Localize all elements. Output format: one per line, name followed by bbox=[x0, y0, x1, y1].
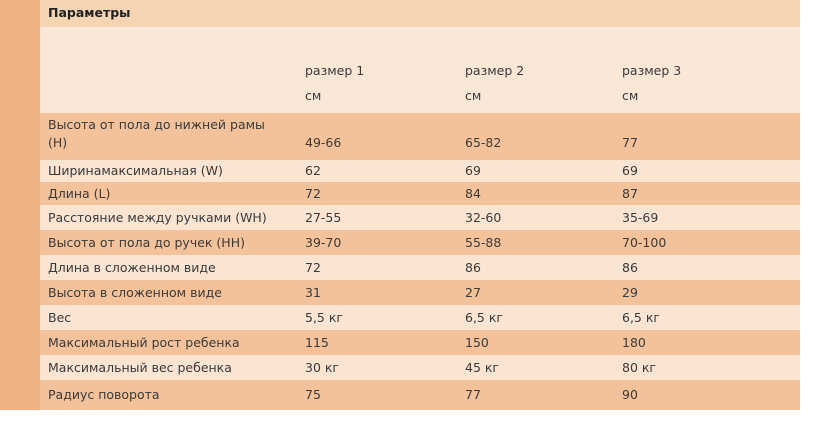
cell-value: 29 bbox=[622, 284, 638, 300]
cell-value: 32-60 bbox=[465, 209, 502, 225]
cell-value: 6,5 кг bbox=[465, 309, 503, 325]
row-band bbox=[40, 160, 800, 182]
side-strip bbox=[0, 0, 40, 410]
row-label: Радиус поворота bbox=[48, 387, 160, 402]
cell-value: 49-66 bbox=[305, 134, 342, 150]
row-label: Максимальный рост ребенка bbox=[48, 334, 240, 350]
cell-value: 35-69 bbox=[622, 209, 659, 225]
row-band bbox=[40, 280, 800, 305]
cell-value: 27-55 bbox=[305, 209, 342, 225]
row-band bbox=[40, 305, 800, 330]
row-band bbox=[40, 205, 800, 230]
cell-value: 69 bbox=[622, 163, 638, 178]
cell-value: 80 кг bbox=[622, 359, 656, 375]
header-band bbox=[40, 27, 800, 113]
row-label: Высота в сложенном виде bbox=[48, 284, 222, 300]
title-band bbox=[40, 0, 800, 27]
cell-value: 30 кг bbox=[305, 359, 339, 375]
column-header: размер 2 bbox=[465, 63, 525, 78]
cell-value: 90 bbox=[622, 387, 638, 402]
row-band bbox=[40, 330, 800, 355]
cell-value: 150 bbox=[465, 334, 489, 350]
cell-value: 77 bbox=[622, 134, 638, 150]
column-header: размер 1 bbox=[305, 63, 365, 78]
cell-value: 62 bbox=[305, 163, 321, 178]
row-label: Высота от пола до нижней рамы (H) bbox=[48, 117, 265, 150]
cell-value: 115 bbox=[305, 334, 329, 350]
row-band bbox=[40, 230, 800, 255]
cell-value: 31 bbox=[305, 284, 321, 300]
row-label: Длина в сложенном виде bbox=[48, 259, 216, 275]
row-band bbox=[40, 380, 800, 410]
cell-value: 45 кг bbox=[465, 359, 499, 375]
column-unit: см bbox=[305, 88, 322, 103]
cell-value: 5,5 кг bbox=[305, 309, 343, 325]
cell-value: 72 bbox=[305, 259, 321, 275]
cell-value: 87 bbox=[622, 185, 638, 201]
cell-value: 65-82 bbox=[465, 134, 502, 150]
row-label: Высота от пола до ручек (HH) bbox=[48, 234, 245, 250]
table-title: Параметры bbox=[48, 5, 131, 20]
table: Параметры размер 1 см размер 2 см размер 3 см… bbox=[40, 0, 800, 410]
cell-value: 84 bbox=[465, 185, 481, 201]
column-header: размер 3 bbox=[622, 63, 682, 78]
column-unit: см bbox=[465, 88, 482, 103]
cell-value: 39-70 bbox=[305, 234, 342, 250]
cell-value: 69 bbox=[465, 163, 481, 178]
cell-value: 86 bbox=[465, 259, 481, 275]
cell-value: 77 bbox=[465, 387, 481, 402]
row-label: Максимальный вес ребенка bbox=[48, 359, 232, 375]
row-label: Расстояние между ручками (WH) bbox=[48, 209, 267, 225]
row-band bbox=[40, 255, 800, 280]
row-label: Ширинамаксимальная (W) bbox=[48, 163, 223, 178]
cell-value: 70-100 bbox=[622, 234, 667, 250]
cell-value: 72 bbox=[305, 185, 321, 201]
cell-value: 75 bbox=[305, 387, 321, 402]
cell-value: 27 bbox=[465, 284, 481, 300]
row-band bbox=[40, 182, 800, 205]
cell-value: 86 bbox=[622, 259, 638, 275]
cell-value: 6,5 кг bbox=[622, 309, 660, 325]
cell-value: 55-88 bbox=[465, 234, 502, 250]
row-band bbox=[40, 355, 800, 380]
cell-value: 180 bbox=[622, 334, 646, 350]
row-label: Длина (L) bbox=[48, 185, 111, 201]
row-label: Вес bbox=[48, 309, 72, 325]
row-band bbox=[40, 113, 800, 160]
column-unit: см bbox=[622, 88, 639, 103]
